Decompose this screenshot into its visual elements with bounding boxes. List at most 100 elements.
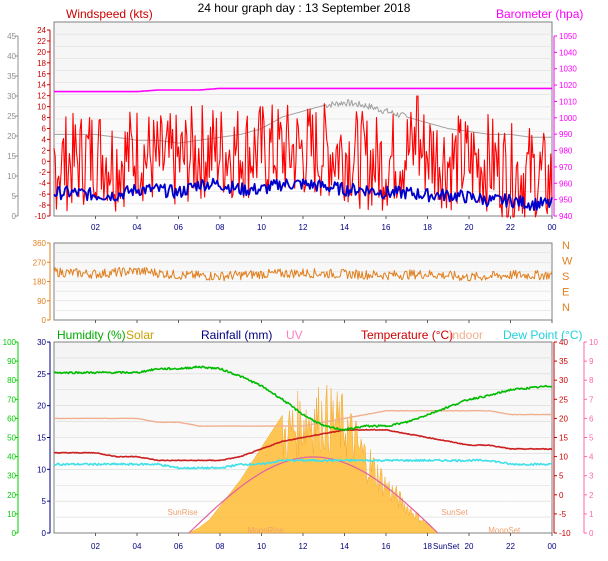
temperature-axis-tick-label: 20 <box>559 414 568 423</box>
wind-inner-tick-label: -10 <box>34 212 46 221</box>
windspeed-line <box>53 95 553 218</box>
uv-axis-tick-label: 5 <box>589 434 594 443</box>
barometer-tick-label: 1050 <box>559 32 577 41</box>
wind-inner-tick-label: 12 <box>37 92 46 101</box>
wind-left-tick-label: 15 <box>7 152 16 161</box>
wind-left-tick-label: 25 <box>7 112 16 121</box>
humidity-axis-tick-label: 10 <box>7 510 16 519</box>
moonset-annotation: MoonSet <box>488 526 521 535</box>
wind-x-label: 00 <box>548 223 557 232</box>
direction-left-tick-label: 270 <box>33 258 47 267</box>
direction-left-tick-label: 90 <box>37 297 46 306</box>
compass-label: N <box>562 302 570 314</box>
wind-inner-tick-label: -6 <box>39 190 47 199</box>
climate-x-label: 00 <box>548 542 557 551</box>
uv-axis-tick-label: 4 <box>589 453 594 462</box>
wind-left-tick-label: 40 <box>7 52 16 61</box>
wind-left-tick-label: 0 <box>12 212 17 221</box>
climate-x-label: 14 <box>340 542 349 551</box>
rain-axis-tick-label: 15 <box>37 434 46 443</box>
humidity-axis-tick-label: 90 <box>7 357 16 366</box>
temperature-label: Temperature (°C) <box>361 328 454 342</box>
climate-x-label: 04 <box>133 542 142 551</box>
wind-x-label: 08 <box>216 223 225 232</box>
temperature-axis-tick-label: 30 <box>559 376 568 385</box>
temperature-line <box>53 428 553 462</box>
temperature-axis-tick-label: 5 <box>559 472 564 481</box>
wind-inner-tick-label: 20 <box>37 48 46 57</box>
compass-label: W <box>562 256 573 268</box>
climate-x-label: 22 <box>506 542 515 551</box>
uv-axis-tick-label: 3 <box>589 472 594 481</box>
barometer-tick-label: 940 <box>559 212 573 221</box>
wind-x-label: 16 <box>382 223 391 232</box>
barometer-tick-label: 960 <box>559 179 573 188</box>
humidity-axis-tick-label: 80 <box>7 376 16 385</box>
wind-x-label: 18 <box>423 223 432 232</box>
direction-left-tick-label: 0 <box>42 316 47 325</box>
humidity-axis-tick-label: 30 <box>7 472 16 481</box>
humidity-axis-tick-label: 50 <box>7 434 16 443</box>
barometer-tick-label: 950 <box>559 196 573 205</box>
wind-inner-tick-label: 22 <box>37 37 46 46</box>
temperature-axis-tick-label: 40 <box>559 338 568 347</box>
humidity-axis-tick-label: 100 <box>3 338 17 347</box>
barometer-label: Barometer (hpa) <box>496 7 584 21</box>
uv-axis-tick-label: 2 <box>589 491 594 500</box>
wind-inner-tick-label: 24 <box>37 26 46 35</box>
uv-axis-tick-label: 6 <box>589 414 594 423</box>
wind-inner-tick-label: 4 <box>42 135 47 144</box>
wind-inner-tick-label: -2 <box>39 168 47 177</box>
climate-x-label: 06 <box>174 542 183 551</box>
dewpoint-label: Dew Point (°C) <box>503 328 583 342</box>
temperature-axis-tick-label: 10 <box>559 453 568 462</box>
barometer-tick-label: 1030 <box>559 65 577 74</box>
uv-axis-tick-label: 8 <box>589 376 594 385</box>
temperature-axis-tick-label: -5 <box>559 510 567 519</box>
sunset-axis-label: SunSet <box>433 542 460 551</box>
climate-x-label: 12 <box>299 542 308 551</box>
compass-label: S <box>562 271 569 283</box>
wind-left-tick-label: 5 <box>12 192 17 201</box>
rain-axis-tick-label: 0 <box>42 529 47 538</box>
wind-inner-tick-label: 16 <box>37 70 46 79</box>
humidity-axis-tick-label: 20 <box>7 491 16 500</box>
humidity-axis-tick-label: 0 <box>12 529 17 538</box>
climate-x-label: 08 <box>216 542 225 551</box>
temperature-axis-tick-label: 0 <box>559 491 564 500</box>
wind-inner-tick-label: 2 <box>42 146 47 155</box>
uv-axis-tick-label: 1 <box>589 510 594 519</box>
humidity-axis-tick-label: 40 <box>7 453 16 462</box>
wind-inner-tick-label: -4 <box>39 179 47 188</box>
wind-inner-tick-label: 10 <box>37 103 46 112</box>
wind-left-tick-label: 45 <box>7 32 16 41</box>
rain-axis-tick-label: 30 <box>37 338 46 347</box>
wind-x-label: 14 <box>340 223 349 232</box>
wind-x-label: 22 <box>506 223 515 232</box>
rain-axis-tick-label: 25 <box>37 370 46 379</box>
sunrise-annotation: SunRise <box>168 508 199 517</box>
humidity-axis-tick-label: 60 <box>7 414 16 423</box>
humidity-axis-tick-label: 70 <box>7 395 16 404</box>
wind-left-tick-label: 30 <box>7 92 16 101</box>
windspeed-label: Windspeed (kts) <box>66 7 153 21</box>
rainfall-label: Rainfall (mm) <box>201 328 273 342</box>
wind-left-tick-label: 20 <box>7 132 16 141</box>
wind-inner-tick-label: 6 <box>42 124 47 133</box>
rain-axis-tick-label: 10 <box>37 465 46 474</box>
rain-axis-tick-label: 5 <box>42 497 47 506</box>
barometer-tick-label: 1020 <box>559 81 577 90</box>
uv-axis-tick-label: 10 <box>589 338 598 347</box>
wind-inner-tick-label: 0 <box>42 157 47 166</box>
humidity-line <box>53 365 552 432</box>
wind-x-label: 06 <box>174 223 183 232</box>
uv-label: UV <box>286 328 303 342</box>
wind-left-tick-label: 35 <box>7 72 16 81</box>
uv-axis-tick-label: 9 <box>589 357 594 366</box>
wind-x-label: 12 <box>299 223 308 232</box>
barometer-tick-label: 1000 <box>559 114 577 123</box>
barometer-tick-label: 990 <box>559 130 573 139</box>
wind-x-label: 20 <box>465 223 474 232</box>
